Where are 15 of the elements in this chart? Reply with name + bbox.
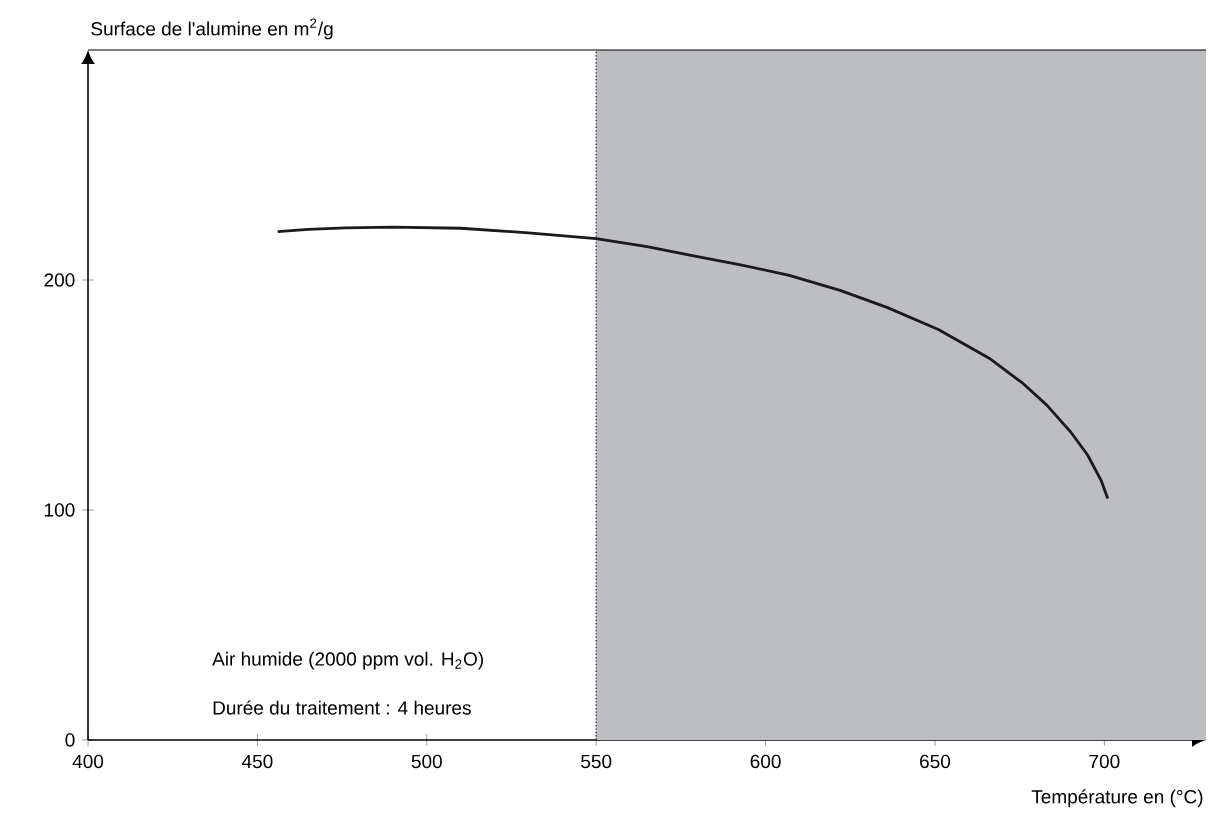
y-axis-title: Surface de l'alumine en m$^{2}$/g <box>91 18 333 40</box>
x-tick-label: 400 <box>72 754 104 769</box>
annotation: Durée du traitement : 4 heures <box>213 700 471 715</box>
annotation: Air humide (2000 ppm vol. H$_{2}$O) <box>212 651 483 670</box>
x-axis-title: Température en (°C) <box>1031 789 1203 808</box>
y-tick-label: 100 <box>45 503 75 517</box>
y-tick-label: 0 <box>65 733 75 747</box>
y-tick-label: 200 <box>44 273 75 287</box>
x-tick-label: 650 <box>920 754 951 769</box>
line-series <box>276 225 1110 500</box>
x-tick-label: 700 <box>1089 754 1120 769</box>
x-tick-label: 550 <box>581 754 612 769</box>
x-tick-label: 600 <box>750 754 781 769</box>
x-tick-label: 500 <box>411 754 442 769</box>
x-tick-label: 450 <box>241 754 273 769</box>
